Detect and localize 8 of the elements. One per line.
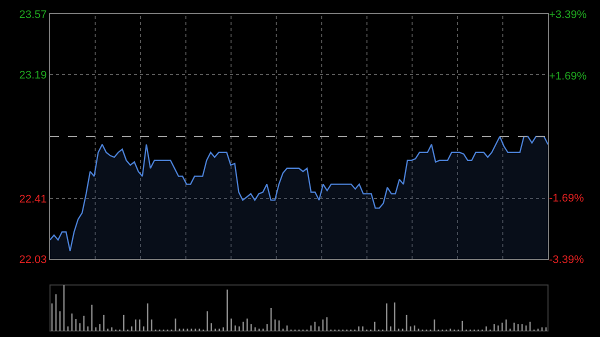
- y2-tick-label: -1.69%: [549, 192, 584, 204]
- y-tick-label: 23.19: [19, 69, 47, 82]
- y-tick-label: 22.03: [19, 254, 47, 266]
- y2-tick-label: +3.39%: [549, 8, 587, 21]
- y2-tick-label: -3.39%: [549, 254, 584, 266]
- y-tick-label: 22.41: [19, 193, 47, 206]
- y-tick-label: 23.57: [19, 8, 47, 21]
- y2-tick-label: +1.69%: [549, 70, 587, 82]
